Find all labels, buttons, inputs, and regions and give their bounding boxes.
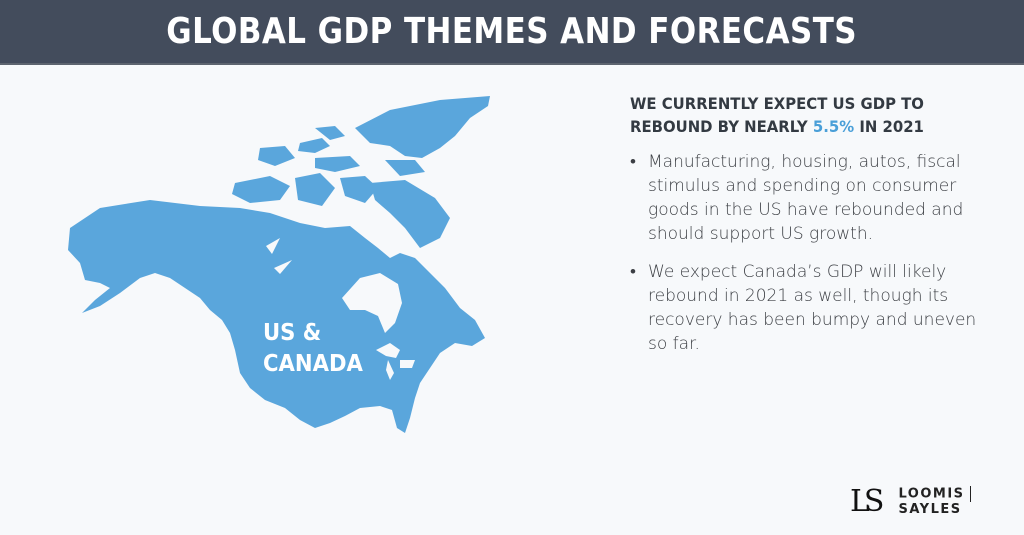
bullet-icon: • <box>630 152 636 172</box>
north-america-map <box>68 96 490 433</box>
bullet-item-canada: • We expect Canada’s GDP will likely rebo… <box>630 260 1000 356</box>
content-panel: WE CURRENTLY EXPECT US GDP TO REBOUND BY… <box>630 92 1000 370</box>
bullet-list: • Manufacturing, housing, autos, fiscal s… <box>630 150 1000 356</box>
headline-year: IN 2021 <box>854 117 924 136</box>
logo-left-word: LOOMIS <box>898 486 965 502</box>
headline-line1: WE CURRENTLY EXPECT US GDP TO <box>630 94 924 113</box>
bullet-text: Manufacturing, housing, autos, fiscal st… <box>648 152 964 244</box>
logo-divider <box>969 486 971 502</box>
bullet-item-us: • Manufacturing, housing, autos, fiscal s… <box>630 150 1000 246</box>
loomis-sayles-logo: LS LOOMISSAYLES <box>850 484 1024 519</box>
page-title: GLOBAL GDP THEMES AND FORECASTS <box>166 11 858 52</box>
headline-line2: REBOUND BY NEARLY <box>630 117 813 136</box>
title-banner: GLOBAL GDP THEMES AND FORECASTS <box>0 0 1024 65</box>
bullet-icon: • <box>630 262 636 282</box>
region-label-line1: US & <box>263 320 322 346</box>
region-label: US & CANADA <box>263 318 363 380</box>
bullet-text: We expect Canada’s GDP will likely rebou… <box>648 262 977 354</box>
logo-right-word: SAYLES <box>898 502 962 517</box>
gdp-forecast-value: 5.5% <box>812 117 855 136</box>
region-label-line2: CANADA <box>263 351 363 377</box>
headline: WE CURRENTLY EXPECT US GDP TO REBOUND BY… <box>630 92 974 138</box>
logo-wordmark: LOOMISSAYLES <box>898 486 1024 517</box>
ls-logo-icon: LS <box>850 484 885 519</box>
